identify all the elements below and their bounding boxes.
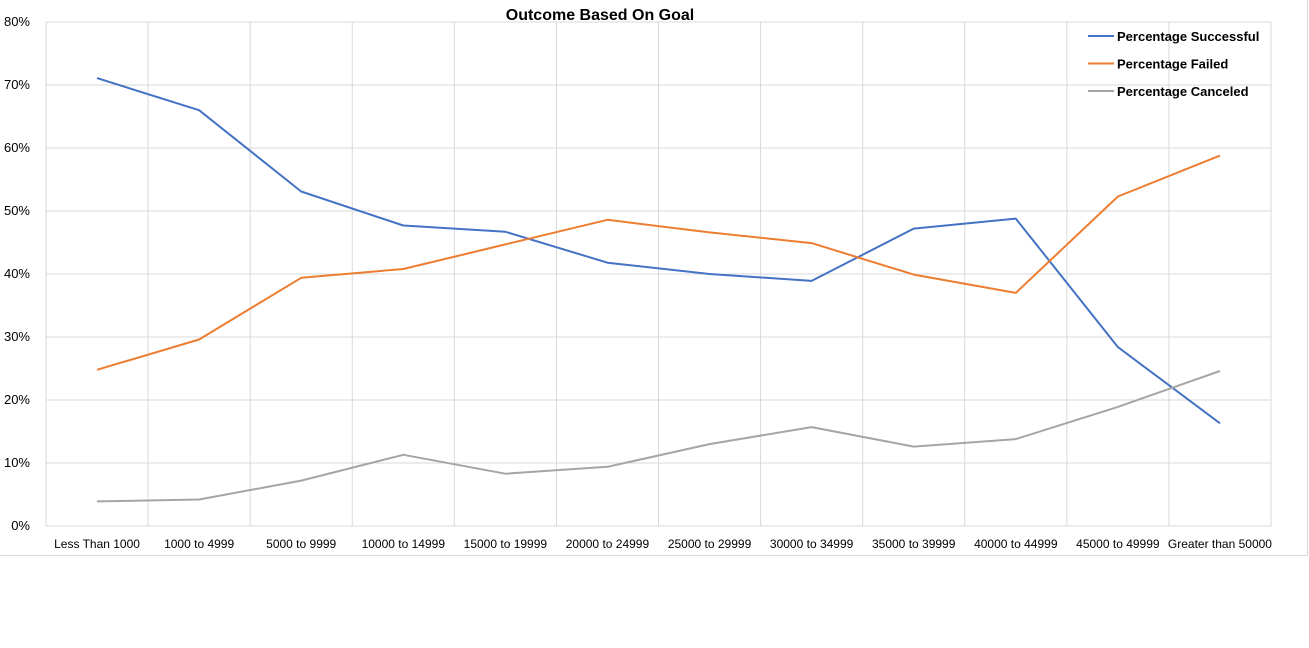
x-tick-label: Less Than 1000: [54, 537, 140, 551]
y-tick-label: 20%: [4, 392, 30, 407]
y-axis: 0% 10% 20% 30% 40% 50% 60% 70% 80%: [4, 14, 30, 533]
y-tick-label: 70%: [4, 77, 30, 92]
chart-area: Outcome Based On Goal 0% 10% 20% 30% 40% 50% 6…: [0, 0, 1308, 556]
gridlines: [45, 21, 1272, 527]
x-tick-label: Greater than 50000: [1168, 537, 1272, 551]
series-line-percentage-successful: [96, 77, 1221, 425]
x-tick-label: 35000 to 39999: [872, 537, 956, 551]
x-tick-label: 20000 to 24999: [566, 537, 650, 551]
x-tick-label: 45000 to 49999: [1076, 537, 1160, 551]
series-lines: [96, 77, 1221, 503]
y-tick-label: 10%: [4, 455, 30, 470]
y-tick-label: 80%: [4, 14, 30, 29]
legend-label: Percentage Canceled: [1117, 84, 1249, 99]
series-line-percentage-failed: [96, 154, 1221, 371]
chart-title: Outcome Based On Goal: [506, 7, 694, 24]
y-tick-label: 30%: [4, 329, 30, 344]
legend-label: Percentage Successful: [1117, 29, 1259, 44]
series-line-percentage-canceled: [96, 370, 1221, 503]
x-tick-label: 40000 to 44999: [974, 537, 1058, 551]
x-tick-label: 10000 to 14999: [362, 537, 446, 551]
legend-label: Percentage Failed: [1117, 57, 1228, 72]
y-tick-label: 60%: [4, 140, 30, 155]
legend: Percentage Successful Percentage Failed Pe…: [1088, 29, 1259, 99]
y-tick-label: 50%: [4, 203, 30, 218]
y-tick-label: 0%: [11, 518, 30, 533]
x-tick-label: 30000 to 34999: [770, 537, 854, 551]
x-tick-label: 5000 to 9999: [266, 537, 336, 551]
line-chart: Outcome Based On Goal 0% 10% 20% 30% 40% 50% 6…: [4, 7, 1272, 551]
x-axis: Less Than 1000 1000 to 4999 5000 to 9999 10…: [54, 537, 1272, 551]
x-tick-label: 15000 to 19999: [464, 537, 548, 551]
y-tick-label: 40%: [4, 266, 30, 281]
x-tick-label: 1000 to 4999: [164, 537, 234, 551]
x-tick-label: 25000 to 29999: [668, 537, 752, 551]
